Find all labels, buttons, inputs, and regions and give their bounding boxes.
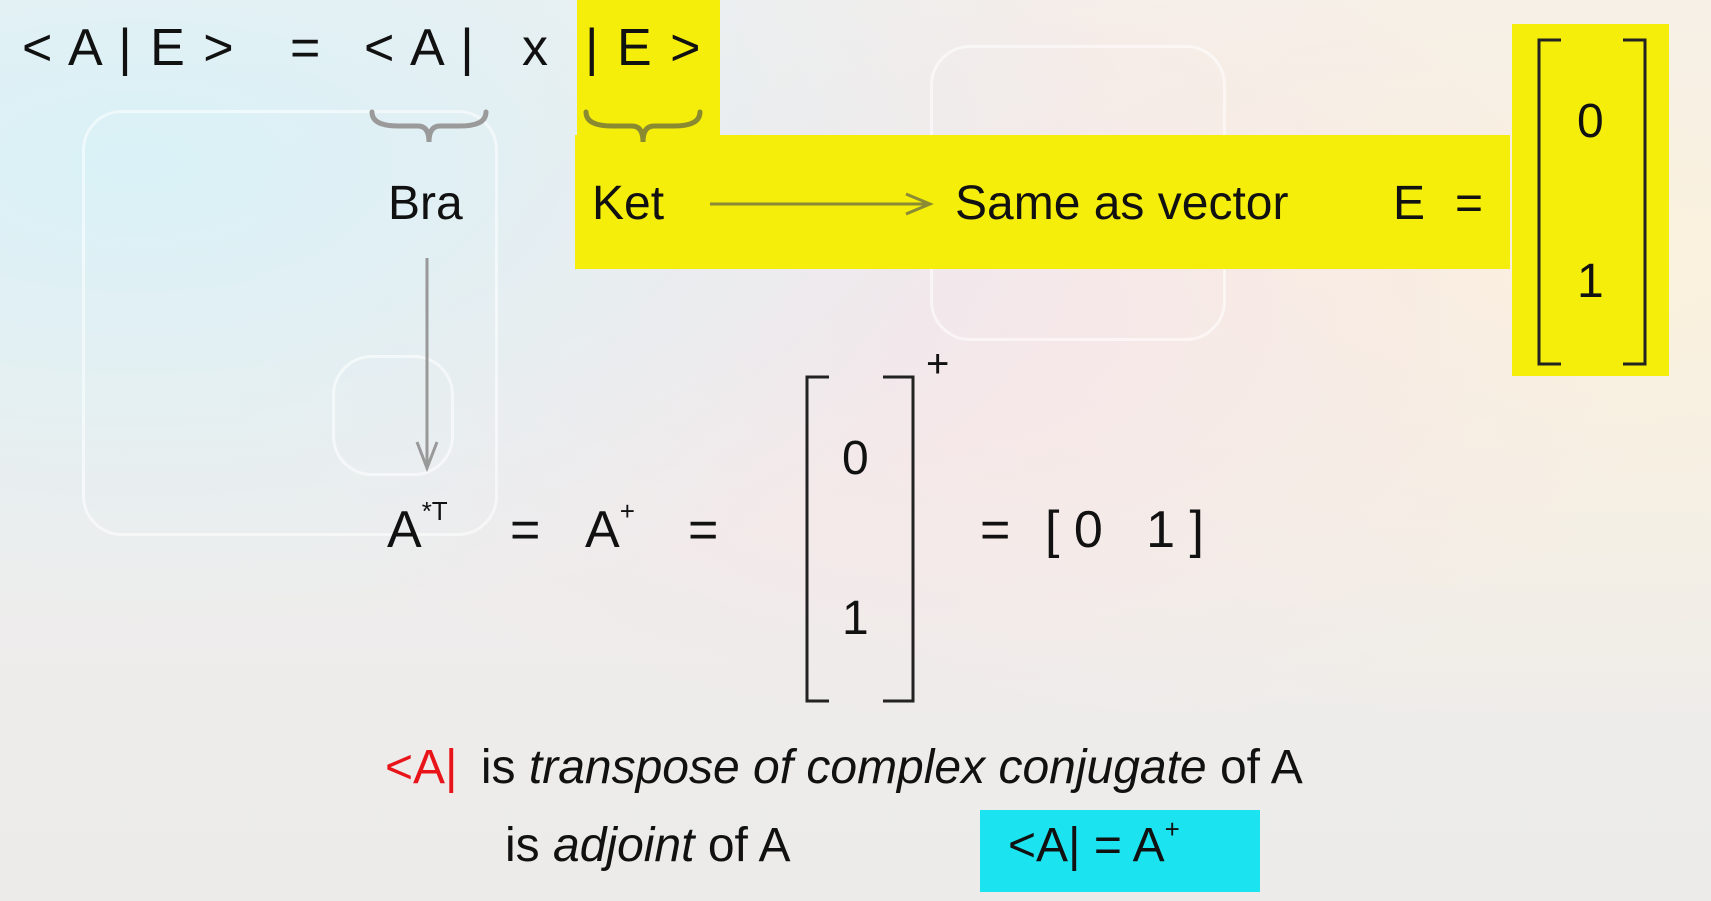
identity-sup: + <box>1164 814 1180 844</box>
line1-italic: transpose of complex conjugate <box>528 741 1207 794</box>
adjoint-identity-box <box>980 810 1260 892</box>
adjoint-matrix-sup: + <box>926 342 950 386</box>
adjoint-matrix-entry-0: 0 <box>842 432 869 485</box>
description-line-1: <A| is transpose of complex conjugate of… <box>385 744 1303 792</box>
adjoint-equals-1: = <box>510 501 541 559</box>
line2-tail: of A <box>707 819 791 872</box>
line1-tail: of A <box>1219 741 1303 794</box>
vector-bracket-icon <box>1537 38 1647 366</box>
line2-is: is <box>505 819 540 872</box>
ket-label: Ket <box>592 177 665 230</box>
bra-symbol: <A| <box>385 741 458 794</box>
a-plus-sup: + <box>619 496 635 526</box>
ket-brace-icon <box>583 109 703 143</box>
ket-highlight-band <box>575 135 1510 269</box>
a-star-t-sup: *T <box>421 496 448 526</box>
bra-label: Bra <box>388 177 463 230</box>
background-square-small <box>332 355 454 476</box>
ket-highlight-top <box>577 0 720 140</box>
adjoint-identity: <A| = A+ <box>1008 816 1180 872</box>
a-star-t: A*T <box>387 498 448 559</box>
identity-text: <A| = A <box>1008 819 1165 872</box>
vector-entry-0: 0 <box>1577 95 1604 148</box>
ket-arrow-icon <box>710 192 934 216</box>
adjoint-result: [ 0 1 ] <box>1045 501 1204 559</box>
bra-arrow-icon <box>415 258 439 473</box>
line1-is: is <box>480 741 516 794</box>
adjoint-matrix-entry-1: 1 <box>842 592 869 645</box>
a-plus: A+ <box>585 498 635 559</box>
same-as-vector-label: Same as vector <box>955 177 1289 230</box>
equation-times: x <box>522 19 548 77</box>
background-square-left <box>82 110 498 536</box>
bra-brace-icon <box>369 109 489 143</box>
equation-bra: < A | <box>364 19 476 77</box>
adjoint-equals-2: = <box>688 501 719 559</box>
adjoint-matrix-bracket-icon <box>805 375 915 703</box>
a-star-t-base: A <box>387 501 422 559</box>
equation-ket: | E > <box>585 19 703 77</box>
description-line-2: is adjoint of A <box>505 822 791 870</box>
line2-italic: adjoint <box>553 819 695 872</box>
adjoint-equals-3: = <box>980 501 1011 559</box>
equation-equals: = <box>290 19 321 77</box>
a-plus-base: A <box>585 501 620 559</box>
vector-equals-label: = <box>1455 177 1484 230</box>
vector-name-label: E <box>1393 177 1426 230</box>
vector-entry-1: 1 <box>1577 255 1604 308</box>
equation-bra-ket: < A | E > <box>22 19 236 77</box>
